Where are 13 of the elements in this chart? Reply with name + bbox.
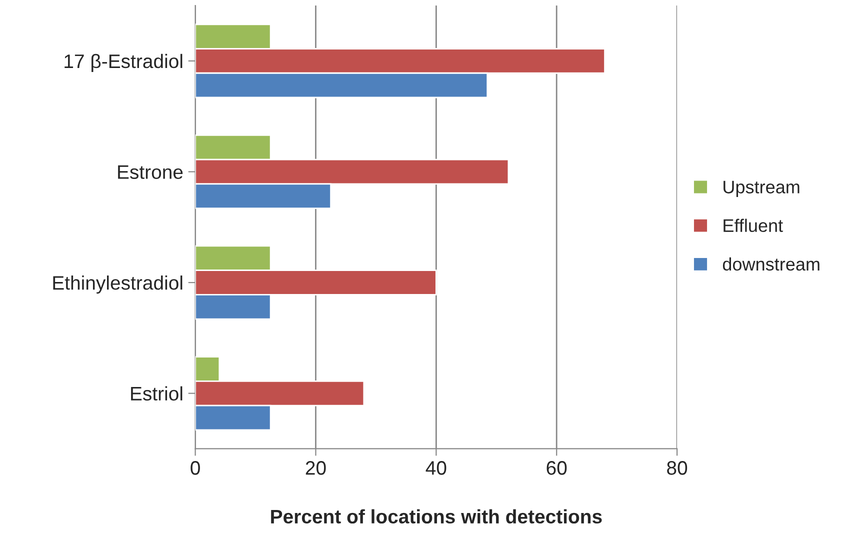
legend-label: Effluent — [724, 218, 783, 232]
x-tick-label: 80 — [667, 461, 688, 475]
legend-label: downstream — [722, 257, 820, 271]
y-tick-label: Ethinylestradiol — [53, 275, 182, 294]
x-axis-title: Percent of locations with detections — [271, 509, 602, 524]
y-tick-label: 17 β-Estradiol — [64, 54, 182, 72]
legend-label: Upstream — [724, 180, 800, 198]
x-tick-label: 60 — [546, 461, 567, 475]
x-tick-label: 20 — [306, 461, 326, 475]
y-tick-label: Estrone — [118, 165, 183, 179]
x-tick-label: 40 — [426, 461, 446, 475]
y-tick-label: Estriol — [131, 386, 182, 401]
x-tick-label: 0 — [190, 461, 200, 475]
